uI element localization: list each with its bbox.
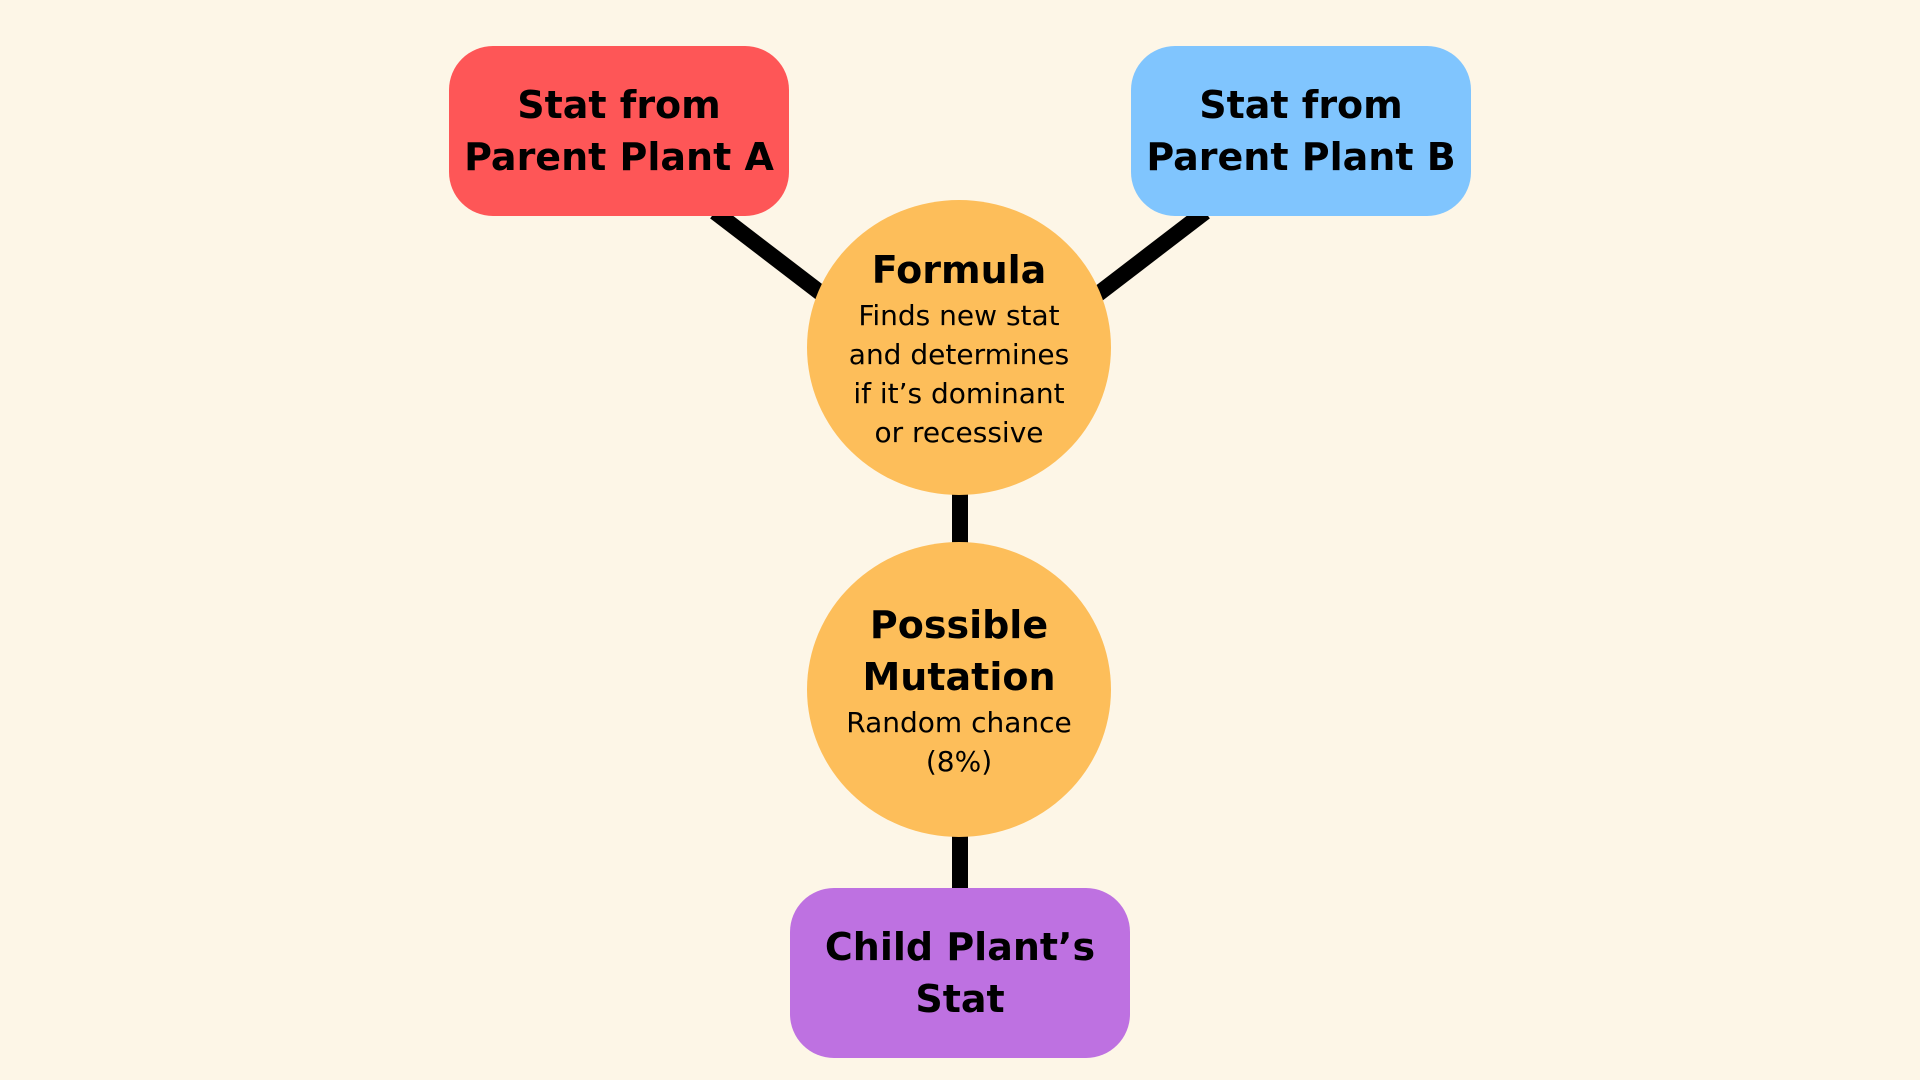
- formula-node: Formula Finds new stat and determines if…: [807, 200, 1111, 495]
- connector-parent-a-to-formula: [710, 205, 827, 301]
- parent-plant-a-node: Stat from Parent Plant A: [449, 46, 789, 216]
- child-plant-node: Child Plant’s Stat: [790, 888, 1130, 1058]
- mutation-node: Possible Mutation Random chance (8%): [807, 542, 1111, 837]
- mutation-title: Possible Mutation: [862, 602, 1056, 699]
- parent-plant-b-title: Stat from Parent Plant B: [1146, 83, 1456, 179]
- formula-description: Finds new stat and determines if it’s do…: [848, 298, 1070, 449]
- child-plant-title: Child Plant’s Stat: [824, 925, 1096, 1021]
- parent-plant-b-node: Stat from Parent Plant B: [1131, 46, 1471, 216]
- mutation-description: Random chance (8%): [846, 705, 1072, 778]
- parent-plant-a-title: Stat from Parent Plant A: [464, 83, 774, 179]
- formula-title: Formula: [871, 247, 1047, 292]
- connector-parent-b-to-formula: [1093, 205, 1210, 301]
